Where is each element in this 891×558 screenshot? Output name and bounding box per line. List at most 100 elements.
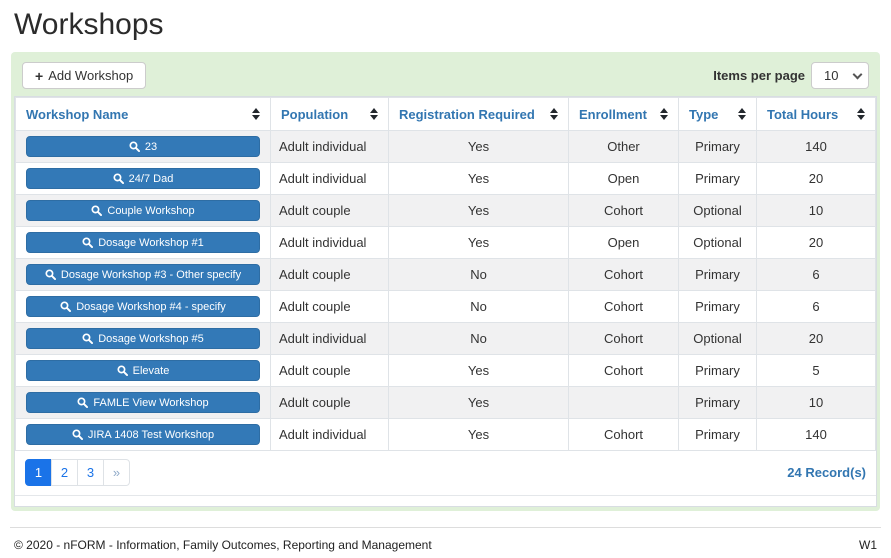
population-cell: Adult couple [270, 354, 389, 387]
registration-required-cell: Yes [388, 162, 569, 195]
registration-required-cell: No [388, 258, 569, 291]
items-per-page-select[interactable]: 10 [811, 62, 869, 89]
enrollment-cell: Cohort [568, 258, 679, 291]
type-cell: Primary [678, 258, 757, 291]
type-cell: Optional [678, 226, 757, 259]
workshop-name-label: Dosage Workshop #5 [98, 332, 204, 345]
search-icon [91, 205, 103, 216]
workshop-detail-button[interactable]: Couple Workshop [26, 200, 260, 221]
workshop-name-label: 24/7 Dad [128, 172, 174, 185]
workshop-name-cell: Dosage Workshop #5 [15, 322, 271, 355]
workshop-name-label: Dosage Workshop #4 - specify [76, 300, 226, 313]
search-icon [82, 237, 94, 248]
type-cell: Optional [678, 322, 757, 355]
workshop-name-label: JIRA 1408 Test Workshop [87, 428, 215, 441]
sort-icon[interactable] [370, 108, 378, 120]
column-header-enrollment[interactable]: Enrollment [568, 97, 679, 131]
table-container: Workshop Name Population Registration Re… [14, 96, 877, 507]
workshops-table-body: 23 Adult individual Yes Other Primary 14… [15, 130, 876, 451]
add-workshop-button[interactable]: + Add Workshop [22, 62, 147, 89]
workshop-detail-button[interactable]: 24/7 Dad [26, 168, 260, 189]
total-hours-cell: 6 [756, 290, 876, 323]
workshop-detail-button[interactable]: Dosage Workshop #4 - specify [26, 296, 260, 317]
column-label: Population [281, 106, 349, 122]
column-label: Total Hours [767, 106, 839, 122]
table-row: Couple Workshop Adult couple Yes Cohort … [15, 194, 876, 227]
plus-icon: + [35, 67, 44, 84]
footer-copyright: © 2020 - nFORM - Information, Family Out… [14, 538, 432, 552]
type-cell: Primary [678, 130, 757, 163]
column-header-total-hours[interactable]: Total Hours [756, 97, 876, 131]
workshop-name-label: Dosage Workshop #1 [98, 236, 204, 249]
population-cell: Adult individual [270, 162, 389, 195]
total-hours-cell: 5 [756, 354, 876, 387]
workshop-detail-button[interactable]: FAMLE View Workshop [26, 392, 260, 413]
workshop-detail-button[interactable]: Dosage Workshop #1 [26, 232, 260, 253]
total-hours-cell: 6 [756, 258, 876, 291]
column-header-registration-required[interactable]: Registration Required [388, 97, 569, 131]
registration-required-cell: No [388, 322, 569, 355]
total-hours-cell: 20 [756, 226, 876, 259]
column-header-population[interactable]: Population [270, 97, 389, 131]
workshop-detail-button[interactable]: JIRA 1408 Test Workshop [26, 424, 260, 445]
sort-icon[interactable] [252, 108, 260, 120]
column-header-workshop-name[interactable]: Workshop Name [15, 97, 271, 131]
column-header-type[interactable]: Type [678, 97, 757, 131]
workshop-name-cell: Elevate [15, 354, 271, 387]
type-cell: Optional [678, 194, 757, 227]
enrollment-cell: Open [568, 162, 679, 195]
search-icon [72, 429, 83, 440]
population-cell: Adult individual [270, 130, 389, 163]
sort-icon[interactable] [660, 108, 668, 120]
search-icon [45, 269, 56, 280]
table-row: Dosage Workshop #5 Adult individual No C… [15, 322, 876, 355]
sort-icon[interactable] [738, 108, 746, 120]
site-footer: © 2020 - nFORM - Information, Family Out… [10, 527, 881, 552]
search-icon [117, 365, 128, 376]
records-count-label: 24 Record(s) [787, 465, 866, 480]
workshop-detail-button[interactable]: Elevate [26, 360, 260, 381]
workshops-table: Workshop Name Population Registration Re… [15, 97, 876, 451]
registration-required-cell: No [388, 290, 569, 323]
total-hours-cell: 140 [756, 418, 876, 451]
page-button-1[interactable]: 1 [25, 459, 52, 486]
page-button-3[interactable]: 3 [77, 459, 104, 486]
table-row: 24/7 Dad Adult individual Yes Open Prima… [15, 162, 876, 195]
population-cell: Adult individual [270, 418, 389, 451]
page-title: Workshops [14, 8, 164, 41]
workshop-name-cell: Dosage Workshop #4 - specify [15, 290, 271, 323]
total-hours-cell: 140 [756, 130, 876, 163]
table-row: Dosage Workshop #3 - Other specify Adult… [15, 258, 876, 291]
workshop-name-cell: Couple Workshop [15, 194, 271, 227]
total-hours-cell: 20 [756, 162, 876, 195]
sort-icon[interactable] [550, 108, 558, 120]
total-hours-cell: 20 [756, 322, 876, 355]
workshop-detail-button[interactable]: 23 [26, 136, 260, 157]
type-cell: Primary [678, 162, 757, 195]
table-row: Dosage Workshop #4 - specify Adult coupl… [15, 290, 876, 323]
table-header-row: Workshop Name Population Registration Re… [15, 97, 876, 131]
workshop-name-label: FAMLE View Workshop [93, 396, 209, 409]
page-button-next[interactable]: » [103, 459, 130, 486]
footer-env-label: W1 [859, 538, 877, 552]
pagination: 1 2 3 » [25, 459, 130, 486]
enrollment-cell: Open [568, 226, 679, 259]
enrollment-cell: Other [568, 130, 679, 163]
table-footer: 1 2 3 » 24 Record(s) [15, 451, 876, 496]
enrollment-cell: Cohort [568, 194, 679, 227]
total-hours-cell: 10 [756, 386, 876, 419]
column-label: Workshop Name [26, 106, 129, 122]
workshop-detail-button[interactable]: Dosage Workshop #3 - Other specify [26, 264, 260, 285]
type-cell: Primary [678, 290, 757, 323]
add-workshop-label: Add Workshop [48, 68, 134, 83]
toolbar: + Add Workshop Items per page 10 [14, 55, 877, 96]
total-hours-cell: 10 [756, 194, 876, 227]
table-row: 23 Adult individual Yes Other Primary 14… [15, 130, 876, 163]
search-icon [82, 333, 94, 344]
page-button-2[interactable]: 2 [51, 459, 78, 486]
population-cell: Adult couple [270, 258, 389, 291]
workshop-detail-button[interactable]: Dosage Workshop #5 [26, 328, 260, 349]
sort-icon[interactable] [857, 108, 865, 120]
registration-required-cell: Yes [388, 354, 569, 387]
workshop-name-label: Elevate [132, 364, 170, 377]
